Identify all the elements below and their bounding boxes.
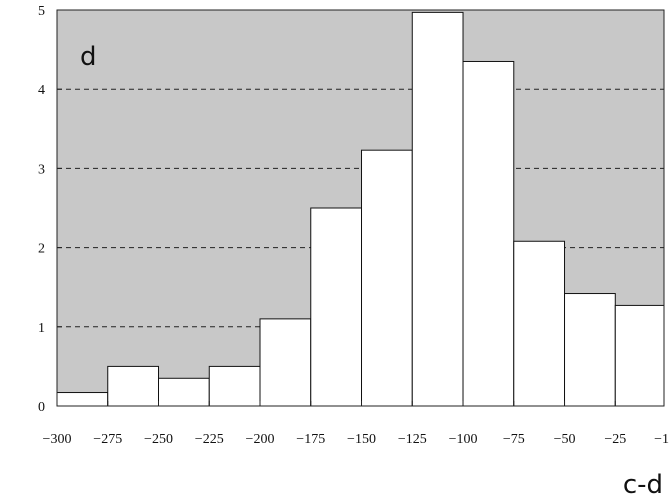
histogram-bar xyxy=(411,11,464,407)
histogram-bar xyxy=(259,318,312,407)
histogram-bar xyxy=(564,293,616,407)
x-tick-label: −25 xyxy=(604,432,626,447)
x-tick-label: −100 xyxy=(449,432,478,447)
y-tick-label: 3 xyxy=(38,162,45,177)
x-tick-label: −250 xyxy=(144,432,173,447)
histogram-bar xyxy=(361,149,413,407)
x-tick-label: −125 xyxy=(398,432,427,447)
y-tick-label: 0 xyxy=(38,400,45,415)
histogram-bar xyxy=(310,207,363,407)
histogram-bar xyxy=(462,60,515,407)
histogram-bar xyxy=(158,377,210,407)
histogram-bar xyxy=(614,304,665,407)
x-tick-label: −200 xyxy=(246,432,275,447)
y-axis: 0 1 2 3 4 5 xyxy=(38,4,62,415)
x-axis-title: c-d xyxy=(623,470,663,498)
x-tick-label: −1 xyxy=(654,432,669,447)
x-tick-label: −300 xyxy=(43,432,72,447)
x-tick-label: −175 xyxy=(296,432,325,447)
x-tick-label: −75 xyxy=(503,432,525,447)
x-tick-label: −275 xyxy=(93,432,122,447)
histogram-bar xyxy=(107,365,160,407)
plot-frame xyxy=(56,9,665,407)
panel-label: d xyxy=(80,42,97,72)
histogram-bar xyxy=(56,392,109,407)
x-tick-label: −150 xyxy=(347,432,376,447)
x-tick-label: −50 xyxy=(554,432,576,447)
y-tick-label: 5 xyxy=(38,4,45,19)
y-tick-label: 1 xyxy=(38,321,45,336)
x-axis: −300 −275 −250 −225 −200 −175 −150 −125 −100 −75 −… xyxy=(43,401,669,447)
y-tick-label: 2 xyxy=(38,242,45,257)
histogram-bar xyxy=(208,365,261,407)
x-tick-label: −225 xyxy=(195,432,224,447)
y-tick-label: 4 xyxy=(38,83,45,98)
bars xyxy=(56,11,665,407)
histogram-bar xyxy=(513,240,566,407)
